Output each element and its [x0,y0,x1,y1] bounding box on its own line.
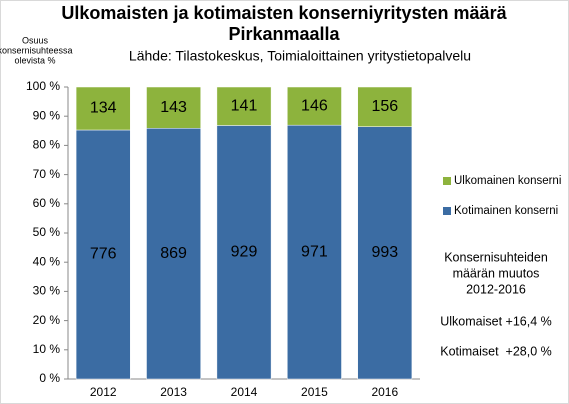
bar-segment [146,86,201,129]
y-tick-label: 0 % [39,371,60,385]
annotation: Konsernisuhteiden [444,250,548,264]
legend-swatch [443,207,451,215]
x-tick-label: 2013 [160,385,187,399]
bar-segment [216,125,272,380]
bar-segment [216,86,272,126]
y-tick-label: 60 % [33,196,61,210]
x-tick-label: 2016 [371,385,398,399]
y-axis-label: konsernisuhteessa [0,45,73,55]
legend-swatch [443,177,451,185]
bar-segment [75,86,131,131]
data-label: 776 [90,246,117,263]
y-tick-label: 10 % [33,342,61,356]
data-label: 929 [231,243,258,260]
annotation: määrän muutos [453,266,540,280]
data-label: 869 [160,245,187,262]
data-label: 993 [371,244,398,261]
legend-label: Ulkomainen konserni [454,175,561,187]
annotation: Ulkomaiset +16,4 % [440,314,552,328]
x-tick-label: 2014 [231,385,258,399]
y-tick-label: 50 % [33,225,61,239]
y-axis-label: olevista % [14,55,55,65]
bar-segment [287,124,342,380]
bar-segment [357,86,413,127]
data-label: 134 [90,100,117,117]
y-tick-label: 40 % [33,254,61,268]
y-tick-label: 90 % [33,108,61,122]
chart-subtitle: Lähde: Tilastokeskus, Toimialoittainen y… [129,48,471,64]
legend-label: Kotimainen konserni [454,205,558,217]
chart-title: Ulkomaisten ja kotimaisten konserniyrity… [61,3,507,23]
annotation: Kotimaiset +28,0 % [440,344,552,358]
data-label: 971 [301,243,328,260]
y-tick-label: 20 % [33,313,61,327]
y-tick-label: 100 % [26,79,60,93]
y-tick-label: 70 % [33,167,61,181]
annotation: 2012-2016 [466,282,526,296]
bar-segment [357,126,413,380]
data-label: 141 [231,97,258,114]
data-label: 156 [371,98,398,115]
bar-segment [75,129,131,380]
x-tick-label: 2015 [301,385,328,399]
data-label: 143 [160,99,187,116]
data-label: 146 [301,97,328,114]
chart-title: Pirkanmaalla [228,24,340,44]
bar-segment [287,86,342,126]
y-axis-label: Osuus [22,35,49,45]
bar-segment [146,128,201,380]
x-tick-label: 2012 [90,385,117,399]
y-tick-label: 30 % [33,284,61,298]
y-tick-label: 80 % [33,138,61,152]
